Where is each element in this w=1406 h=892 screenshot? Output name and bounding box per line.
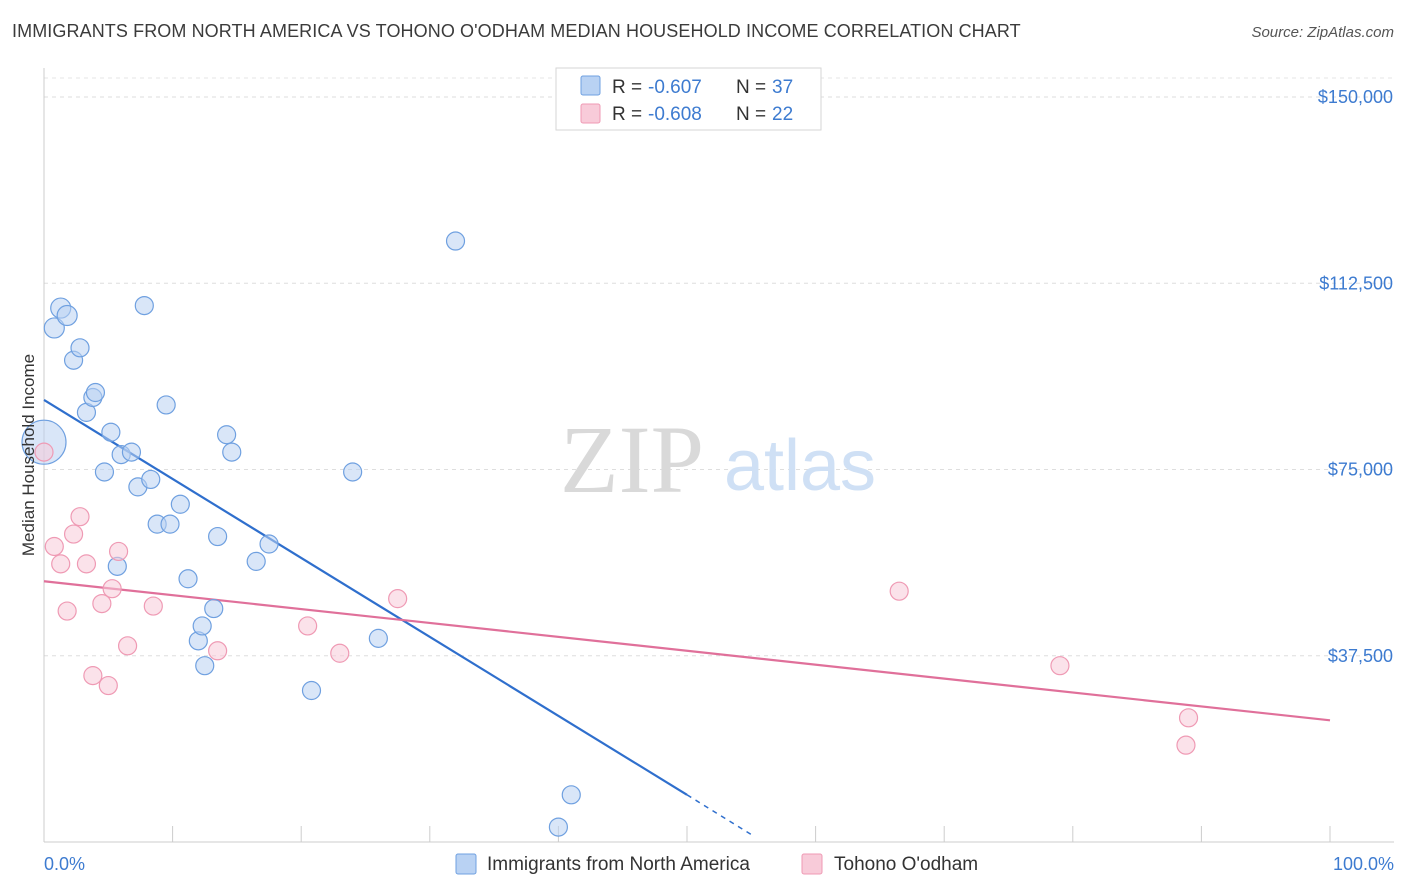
point-s1-18 [889,581,909,601]
trend-line-extension-0 [686,794,752,836]
point-s0-31 [301,680,322,701]
point-s1-2 [51,554,71,574]
grid-lines [44,77,1394,657]
series-legend-swatch-pink [801,853,823,875]
legend-n-value-2: 22 [772,104,793,125]
point-s0-19 [160,514,180,534]
trend-lines [43,399,1331,836]
trend-line-1 [43,580,1331,722]
legend-r-label-2: R = [612,104,642,125]
legend-swatch-blue [580,75,601,96]
point-s0-16 [141,469,161,490]
point-s1-16 [330,643,350,663]
point-s0-18 [156,395,176,415]
series-legend-label-1: Immigrants from North America [487,854,750,875]
point-s0-13 [121,442,142,462]
point-s0-21 [178,569,198,589]
point-s1-4 [63,524,84,544]
y-tick-labels: $37,500 $75,000 $112,500 $150,000 [1318,87,1393,666]
point-s1-10 [102,579,122,599]
x-tick-max: 100.0% [1333,854,1394,874]
point-s0-1 [43,317,65,339]
legend-n-label-2: N = [736,104,766,125]
trend-line-0 [43,399,688,796]
point-s0-20 [170,494,190,514]
y-tick-label-1: $75,000 [1328,460,1393,480]
point-s1-1 [44,536,64,557]
point-s1-0 [34,442,54,462]
point-s1-21 [1176,735,1196,755]
point-s1-7 [83,666,103,686]
point-s0-15 [134,296,154,316]
watermark-atlas: atlas [724,426,876,506]
y-tick-label-3: $150,000 [1318,87,1393,107]
point-s1-3 [57,601,77,621]
point-s1-13 [143,596,163,616]
point-s0-10 [101,422,121,442]
point-s1-20 [1178,708,1199,728]
point-s1-6 [76,554,97,574]
legend-r-value-2: -0.608 [648,104,702,125]
legend-n-label-1: N = [736,77,766,98]
point-s0-3 [56,304,78,327]
point-s1-12 [117,636,138,656]
y-axis-label: Median Household Income [19,354,38,556]
point-s0-33 [368,628,388,648]
point-s0-28 [222,442,242,462]
point-s1-9 [98,675,118,696]
source-label: Source: ZipAtlas.com [1251,24,1394,41]
point-s0-9 [94,462,115,482]
y-tick-label-2: $112,500 [1319,273,1393,293]
point-s0-26 [208,526,228,547]
watermark: ZIP atlas [560,406,876,513]
point-s0-36 [548,817,569,837]
point-s0-34 [445,231,466,251]
legend-n-value-1: 37 [772,77,793,98]
legend-swatch-pink [580,103,601,124]
point-s0-0 [21,419,67,465]
point-s0-24 [195,656,215,676]
watermark-zip: ZIP [560,406,704,513]
point-s1-11 [108,541,129,562]
legend-r-value-1: -0.607 [648,77,702,98]
data-points [21,231,1199,837]
point-s1-5 [70,507,90,527]
point-s1-8 [92,593,112,614]
point-s0-25 [204,598,224,619]
point-s0-23 [192,616,212,636]
x-tick-min: 0.0% [44,854,85,874]
series-legend-label-2: Tohono O'odham [834,854,978,875]
point-s0-29 [246,551,266,571]
legend-r-label-1: R = [612,77,642,98]
point-s0-35 [561,785,581,805]
stats-legend: R = -0.607 N = 37 R = -0.608 N = 22 [555,67,822,131]
point-s0-5 [70,338,90,358]
series-legend-swatch-blue [455,853,477,875]
point-s0-30 [259,534,279,554]
point-s1-14 [208,641,228,661]
point-s1-15 [298,616,318,636]
chart-title: IMMIGRANTS FROM NORTH AMERICA VS TOHONO … [12,21,1021,41]
y-tick-label-0: $37,500 [1328,646,1393,666]
point-s0-27 [217,425,237,445]
point-s0-32 [343,462,363,482]
series-legend: Immigrants from North America Tohono O'o… [455,853,978,875]
point-s1-19 [1050,656,1070,676]
point-s0-8 [85,382,106,403]
point-s1-17 [388,589,408,609]
